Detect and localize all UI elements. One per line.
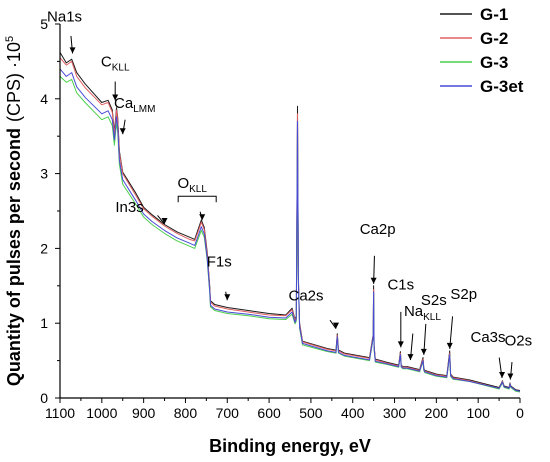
series-line-g-3et [59,68,521,392]
annotation-arrowhead [112,94,119,101]
annotation-arrowhead [69,47,76,54]
annotation-arrowhead [420,348,427,355]
y-tick-label: 4 [40,91,48,107]
annotation-arrowhead [199,214,206,221]
legend-label: G-3 [480,53,508,72]
x-tick-label: 300 [383,405,407,421]
x-tick-label: 600 [257,405,281,421]
x-axis-title: Binding energy, eV [209,436,371,456]
annotation-arrow [329,319,337,329]
x-tick-label: 100 [467,405,491,421]
x-tick-label: 500 [299,405,323,421]
y-tick-label: 3 [40,166,48,182]
peak-label: In3s [115,199,143,216]
x-tick-label: 0 [516,405,524,421]
annotation-arrowhead [397,341,404,348]
peak-label: F1s [207,253,232,270]
x-tick-label: 900 [132,405,156,421]
y-ticks: 0 1 2 3 4 5 [40,16,60,406]
series-layer [59,52,521,393]
annotation-arrowhead [446,342,453,349]
peak-label: OKLL [177,175,207,195]
peak-label: S2s [421,292,447,309]
y-tick-label: 0 [40,390,48,406]
annotation-arrowhead [333,322,339,329]
y-axis-title-unit: (CPS) ·10 [4,42,24,122]
peak-label: Ca2p [360,221,396,238]
x-tick-label: 800 [174,405,198,421]
y-axis-title-exponent: 5 [4,36,16,42]
x-ticks: 1100 1000 900 800 700 600 500 400 300 200 100 0 [45,398,524,421]
y-tick-label: 5 [40,16,48,32]
legend-label: G-3et [480,77,524,96]
x-tick-label: 700 [216,405,240,421]
x-tick-label: 200 [425,405,449,421]
legend-label: G-2 [480,29,508,48]
y-axis-title: Quantity of pulses per second (CPS) ·105 [4,36,24,386]
peak-label: CKLL [101,54,130,74]
annotation-arrow [157,215,165,225]
peak-label: S2p [450,286,477,303]
peak-label: Ca3s [471,329,506,346]
x-tick-label: 1100 [45,405,75,421]
okll-bracket [177,195,217,203]
x-tick-label: 1000 [86,405,117,421]
peak-annotations: Na1sCKLLCaLMMIn3sOKLLF1sO1sCa2sCa2pC1sNa… [47,8,533,380]
x-tick-label: 400 [341,405,365,421]
y-tick-label: 1 [40,315,48,331]
annotation-arrowhead [119,128,126,135]
annotation-arrowhead [161,217,168,224]
annotation-arrowhead [499,372,506,379]
peak-label: Ca2s [288,288,323,305]
peak-label: CaLMM [114,95,155,115]
peak-label: Na1s [47,8,82,25]
y-tick-label: 2 [40,240,48,256]
legend: G-1 G-2 G-3 G-3et [440,5,524,96]
annotation-arrowhead [507,373,514,380]
annotation-arrowhead [224,294,231,301]
legend-label: G-1 [480,5,508,24]
peak-label: NaKLL [404,303,441,323]
peak-label: C1s [387,276,414,293]
peak-label: O2s [505,333,533,350]
y-axis-title-main: Quantity of pulses per second [4,128,24,386]
annotation-arrowhead [407,354,414,361]
annotation-arrowhead [370,277,377,284]
